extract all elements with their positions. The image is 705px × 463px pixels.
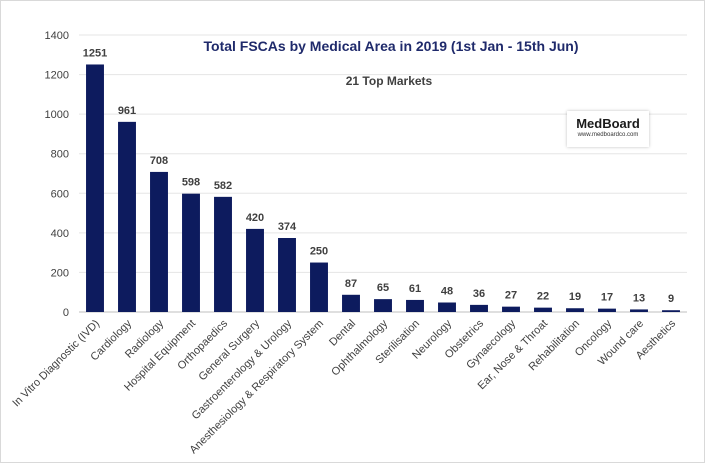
bar xyxy=(406,299,424,312)
bar xyxy=(662,310,680,312)
bar xyxy=(566,308,584,312)
bar xyxy=(246,228,264,312)
y-tick-label: 200 xyxy=(51,267,69,279)
chart-title: Total FSCAs by Medical Area in 2019 (1st… xyxy=(204,38,579,54)
bar xyxy=(470,304,488,312)
bar-value-label: 598 xyxy=(182,177,200,189)
category-label: In Vitro Diagnostic (IVD) xyxy=(10,318,102,410)
bar xyxy=(534,307,552,312)
bar-value-label: 27 xyxy=(505,290,517,302)
bar-value-label: 582 xyxy=(214,180,232,192)
bar xyxy=(342,294,360,312)
medboard-logo: MedBoard www.medboardco.com xyxy=(567,111,649,147)
y-tick-label: 400 xyxy=(51,228,69,240)
bar xyxy=(182,193,200,312)
y-tick-label: 0 xyxy=(63,307,69,319)
bar-value-label: 420 xyxy=(246,212,264,224)
logo-url: www.medboardco.com xyxy=(577,132,639,138)
bar-value-label: 1251 xyxy=(83,47,107,59)
y-tick-label: 600 xyxy=(51,188,69,200)
bar xyxy=(278,238,296,312)
y-tick-label: 1400 xyxy=(45,30,69,42)
bar xyxy=(86,64,104,312)
bar-value-label: 61 xyxy=(409,283,421,295)
y-tick-label: 1200 xyxy=(45,70,69,82)
y-tick-label: 800 xyxy=(51,149,69,161)
bar xyxy=(118,121,136,312)
bar-value-label: 65 xyxy=(377,282,389,294)
bar xyxy=(598,308,616,312)
logo-name: MedBoard xyxy=(576,116,640,131)
bar xyxy=(438,302,456,312)
chart-subtitle: 21 Top Markets xyxy=(346,74,433,88)
bar-value-label: 708 xyxy=(150,155,168,167)
bar-value-label: 374 xyxy=(278,221,297,233)
bar-value-label: 48 xyxy=(441,286,453,298)
bar-value-label: 13 xyxy=(633,292,645,304)
bar xyxy=(630,309,648,312)
bar-value-label: 250 xyxy=(310,246,328,258)
bar xyxy=(214,196,232,312)
bar-value-label: 87 xyxy=(345,278,357,290)
bar-value-label: 36 xyxy=(473,288,485,300)
bar-value-label: 19 xyxy=(569,291,581,303)
category-label: Ophthalmology xyxy=(329,317,390,378)
bar-value-label: 9 xyxy=(668,293,674,305)
bar xyxy=(374,299,392,312)
bar-value-label: 961 xyxy=(118,105,136,117)
y-tick-label: 1000 xyxy=(45,109,69,121)
category-label: Dental xyxy=(327,318,358,349)
bar-value-label: 22 xyxy=(537,291,549,303)
bar xyxy=(310,262,328,312)
bar xyxy=(150,171,168,312)
bar xyxy=(502,306,520,312)
bar-value-label: 17 xyxy=(601,292,613,304)
